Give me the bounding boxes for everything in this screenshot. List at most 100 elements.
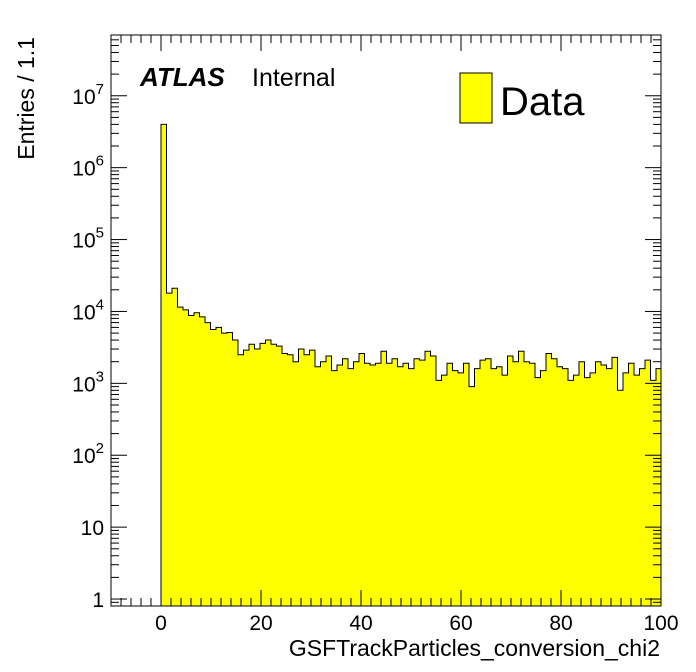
- y-axis-ticks: [111, 34, 661, 607]
- histogram-bin: [216, 327, 222, 606]
- histogram-bin: [524, 361, 530, 606]
- histogram-bin: [188, 315, 194, 606]
- histogram-bin: [364, 363, 370, 606]
- histogram-bin: [375, 363, 381, 606]
- legend-label-data: Data: [500, 80, 585, 124]
- histogram-bin: [601, 364, 607, 606]
- histogram-bin: [502, 375, 508, 606]
- histogram-outline: [160, 123, 661, 606]
- histogram-bin: [414, 358, 420, 606]
- histogram-bin: [221, 333, 227, 606]
- x-tick-label: 100: [643, 612, 678, 635]
- histogram-bin: [210, 329, 216, 606]
- histogram-bin: [298, 349, 304, 606]
- histogram-bin: [436, 380, 442, 606]
- histogram-bin: [397, 366, 403, 606]
- histogram-bin: [584, 377, 590, 606]
- histogram-bin: [304, 354, 310, 606]
- histogram-bin: [645, 360, 651, 606]
- x-tick-label: 60: [449, 612, 472, 635]
- histogram-bin: [639, 368, 645, 606]
- y-tick-labels: 1 10 102 103 104 105 106 107: [72, 81, 104, 612]
- histogram-bin: [568, 380, 574, 606]
- x-tick-label: 20: [249, 612, 272, 635]
- histogram-bin: [260, 343, 266, 606]
- histogram-bin: [282, 353, 288, 606]
- histogram-bin: [496, 366, 502, 606]
- histogram-bin: [474, 368, 480, 606]
- histogram-bin: [309, 350, 315, 606]
- histogram-bin: [287, 354, 293, 606]
- histogram-bin: [546, 353, 552, 606]
- x-tick-labels: 0 20 40 60 80 100: [155, 612, 678, 635]
- histogram-bin: [485, 358, 491, 606]
- histogram-bin: [183, 309, 189, 606]
- y-tick-label: 10: [81, 517, 104, 540]
- legend-swatch: [459, 72, 493, 124]
- histogram-bin: [557, 366, 563, 606]
- y-tick-label: 104: [72, 296, 104, 324]
- histogram-bin: [606, 368, 612, 606]
- histogram-bin: [452, 370, 458, 606]
- atlas-label: ATLAS: [139, 62, 225, 92]
- histogram-bin: [161, 124, 167, 606]
- y-tick-label: 102: [72, 440, 104, 468]
- histogram-bin: [172, 288, 178, 606]
- histogram-bin: [623, 372, 629, 606]
- histogram-bin: [656, 368, 661, 606]
- histogram-bin: [249, 344, 255, 606]
- histogram-bin: [595, 361, 601, 606]
- histogram-bin: [518, 351, 524, 606]
- histogram-bin: [529, 363, 535, 606]
- histogram-bin: [491, 368, 497, 606]
- histogram-bin: [562, 368, 568, 606]
- histogram-bin: [612, 357, 618, 606]
- histogram-bin: [403, 363, 409, 606]
- y-tick-label: 106: [72, 153, 104, 181]
- histogram-bin: [243, 350, 249, 606]
- histogram-bin: [408, 368, 414, 606]
- histogram-bin: [348, 368, 354, 606]
- histogram-bin: [628, 363, 634, 606]
- histogram-bin: [199, 316, 205, 606]
- histogram-bin: [232, 340, 238, 606]
- histogram-bin: [469, 386, 475, 606]
- histogram-bin: [331, 370, 337, 606]
- histogram-bars: [161, 124, 661, 606]
- histogram-bin: [458, 372, 464, 606]
- x-axis-ticks: [110, 35, 662, 606]
- histogram-bin: [430, 356, 436, 606]
- histogram-bin: [238, 354, 244, 606]
- histogram-bin: [425, 351, 431, 606]
- histogram-bin: [579, 361, 585, 606]
- histogram-bin: [507, 356, 513, 606]
- histogram-bin: [194, 312, 200, 606]
- internal-label: Internal: [252, 64, 335, 92]
- x-tick-label: 0: [155, 612, 167, 635]
- histogram-bin: [353, 361, 359, 606]
- histogram-bin: [447, 363, 453, 606]
- plot-frame: [110, 34, 662, 607]
- y-tick-label: 103: [72, 368, 104, 396]
- histogram-bin: [392, 358, 398, 606]
- histogram-bin: [535, 377, 541, 606]
- histogram-bin: [359, 353, 365, 606]
- histogram-bin: [265, 340, 271, 606]
- histogram-bin: [254, 349, 260, 606]
- y-tick-label: 1: [92, 589, 104, 612]
- histogram-bin: [513, 361, 519, 606]
- histogram-bin: [617, 390, 623, 606]
- histogram-bin: [419, 360, 425, 606]
- histogram-bin: [315, 366, 321, 606]
- histogram-bin: [293, 361, 299, 606]
- histogram-bin: [205, 322, 211, 606]
- y-axis-title: Entries / 1.1: [13, 37, 39, 160]
- y-tick-label: 107: [72, 81, 104, 109]
- histogram-bin: [540, 370, 546, 606]
- histogram-bin: [551, 358, 557, 606]
- histogram-bin: [326, 356, 332, 606]
- histogram-bin: [441, 375, 447, 606]
- histogram-bin: [480, 360, 486, 606]
- histogram-bin: [386, 363, 392, 606]
